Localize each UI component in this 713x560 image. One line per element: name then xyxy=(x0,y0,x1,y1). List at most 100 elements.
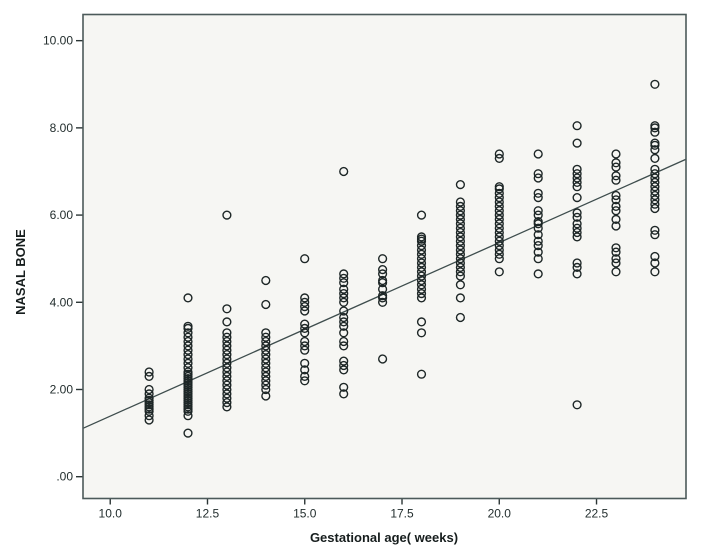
data-point xyxy=(339,341,349,351)
data-point xyxy=(222,384,232,395)
data-point xyxy=(494,219,504,229)
data-point xyxy=(339,360,349,371)
data-point xyxy=(261,371,271,382)
data-point xyxy=(611,221,621,231)
data-point xyxy=(572,219,582,229)
data-point xyxy=(650,203,660,214)
data-point xyxy=(416,232,427,242)
data-point xyxy=(300,297,310,307)
data-point xyxy=(611,149,621,159)
data-point xyxy=(339,389,349,399)
data-point xyxy=(378,284,388,294)
data-point xyxy=(339,321,349,331)
data-point xyxy=(650,153,660,164)
data-point xyxy=(416,241,427,251)
data-point xyxy=(650,251,660,262)
data-point xyxy=(416,254,427,264)
plot-area xyxy=(83,14,686,499)
data-point xyxy=(650,190,660,201)
data-point xyxy=(144,367,154,377)
data-point xyxy=(183,341,193,351)
data-point xyxy=(650,79,660,89)
data-point xyxy=(222,332,232,342)
data-point xyxy=(183,350,193,360)
x-tick-label: 12.5 xyxy=(196,507,220,521)
data-point xyxy=(222,367,232,377)
data-point xyxy=(611,162,621,172)
data-point xyxy=(611,243,621,253)
x-tick-label: 22.5 xyxy=(585,507,609,521)
data-point xyxy=(533,217,543,227)
data-point xyxy=(572,173,582,183)
data-point xyxy=(183,367,193,377)
data-point xyxy=(222,363,232,373)
data-point xyxy=(650,169,660,179)
data-point xyxy=(416,280,427,290)
data-point xyxy=(378,275,388,286)
data-point xyxy=(650,164,660,174)
data-point xyxy=(533,223,543,233)
data-point xyxy=(339,293,349,303)
data-point xyxy=(339,284,349,294)
data-point xyxy=(261,341,271,351)
data-point xyxy=(572,169,582,179)
data-point xyxy=(572,177,582,188)
data-point xyxy=(183,358,193,368)
data-point xyxy=(261,367,271,377)
data-point xyxy=(144,389,154,399)
data-point xyxy=(261,275,271,286)
data-point xyxy=(572,258,582,268)
data-point xyxy=(494,206,504,216)
data-point xyxy=(494,193,504,203)
data-point xyxy=(494,214,504,225)
data-point xyxy=(144,384,154,395)
data-point xyxy=(572,223,582,233)
data-point xyxy=(378,254,388,264)
data-point xyxy=(650,258,660,268)
data-point xyxy=(650,186,660,196)
data-point xyxy=(611,175,621,185)
data-point xyxy=(455,201,466,212)
data-point xyxy=(650,199,660,209)
data-point xyxy=(416,317,427,327)
data-point xyxy=(572,121,582,131)
data-point xyxy=(183,354,193,364)
data-point xyxy=(222,371,232,382)
data-point xyxy=(339,289,349,299)
y-tick-label: 6.00 xyxy=(50,208,74,222)
data-point xyxy=(611,158,621,168)
data-point xyxy=(300,302,310,312)
data-point xyxy=(339,356,349,366)
data-point xyxy=(533,173,543,183)
data-point xyxy=(572,193,582,203)
data-point xyxy=(533,193,543,203)
data-point xyxy=(572,164,582,174)
data-point xyxy=(222,317,232,327)
data-point xyxy=(611,201,621,212)
data-point xyxy=(494,232,504,242)
data-point xyxy=(455,236,466,246)
data-point xyxy=(261,350,271,360)
data-point xyxy=(144,415,154,425)
data-point xyxy=(650,225,660,235)
data-point xyxy=(222,210,232,220)
data-point xyxy=(416,369,427,379)
data-point xyxy=(533,206,543,216)
data-point xyxy=(378,297,388,307)
data-point xyxy=(378,265,388,275)
data-point xyxy=(455,267,466,277)
y-tick-label: 4.00 xyxy=(50,295,74,309)
data-point xyxy=(455,232,466,242)
data-point xyxy=(261,358,271,368)
x-axis-ticks: 10.0 12.5 15.0 17.5 20.0 22.5 xyxy=(99,498,609,521)
data-point xyxy=(650,230,660,240)
data-point xyxy=(300,358,310,368)
data-point xyxy=(650,138,660,148)
data-point xyxy=(222,376,232,386)
data-point xyxy=(416,258,427,268)
data-point xyxy=(533,241,543,251)
data-point xyxy=(650,145,660,155)
data-point xyxy=(261,354,271,364)
data-point xyxy=(494,201,504,212)
data-point xyxy=(222,341,232,351)
